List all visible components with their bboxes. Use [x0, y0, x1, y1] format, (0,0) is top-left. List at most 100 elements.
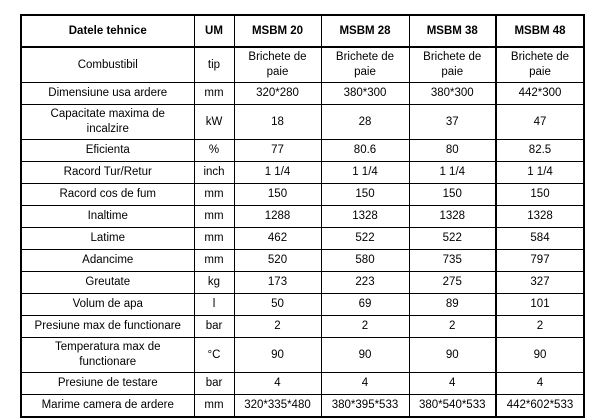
row-value: 1328	[495, 205, 585, 228]
row-value: 320*335*480	[233, 394, 322, 418]
row-value: 80	[408, 139, 497, 162]
row-value: 522	[320, 227, 410, 250]
header-msbm-20: MSBM 20	[233, 14, 322, 48]
header-msbm-48: MSBM 48	[495, 14, 585, 48]
row-value: 584	[495, 227, 585, 250]
row-label: Volum de apa	[20, 293, 195, 316]
row-unit: mm	[193, 227, 235, 250]
header-datele-tehnice: Datele tehnice	[20, 14, 195, 48]
row-unit: mm	[193, 394, 235, 418]
row-value: 1328	[320, 205, 410, 228]
table-row: Adancime mm 520 580 735 797	[20, 249, 585, 272]
row-label: Latime	[20, 227, 195, 250]
row-unit: %	[193, 139, 235, 162]
row-label: Dimensiune usa ardere	[20, 82, 195, 105]
row-value: 4	[233, 372, 322, 395]
row-value: 522	[408, 227, 497, 250]
row-value: 223	[320, 271, 410, 294]
row-value: 520	[233, 249, 322, 272]
row-value: Brichete de paie	[495, 46, 585, 83]
row-value: 797	[495, 249, 585, 272]
row-value: 442*602*533	[495, 394, 585, 418]
row-value: 1 1/4	[320, 161, 410, 184]
row-value: 80.6	[320, 139, 410, 162]
row-label: Racord Tur/Retur	[20, 161, 195, 184]
row-value: Brichete de paie	[408, 46, 497, 83]
row-unit: mm	[193, 205, 235, 228]
table-body: Combustibil tip Brichete de paie Brichet…	[20, 46, 585, 418]
row-value: 2	[233, 315, 322, 338]
row-label: Marime camera de ardere	[20, 394, 195, 418]
table-header-row: Datele tehnice UM MSBM 20 MSBM 28 MSBM 3…	[20, 14, 585, 48]
row-value: 2	[408, 315, 497, 338]
table-row: Racord cos de fum mm 150 150 150 150	[20, 183, 585, 206]
row-value: 77	[233, 139, 322, 162]
table-row: Temperatura max de functionare °C 90 90 …	[20, 337, 585, 373]
row-label: Greutate	[20, 271, 195, 294]
row-label: Inaltime	[20, 205, 195, 228]
table-row: Greutate kg 173 223 275 327	[20, 271, 585, 294]
row-unit: bar	[193, 372, 235, 395]
row-value: 50	[233, 293, 322, 316]
row-value: 380*395*533	[320, 394, 410, 418]
row-label: Presiune de testare	[20, 372, 195, 395]
row-label: Presiune max de functionare	[20, 315, 195, 338]
row-value: 90	[408, 337, 497, 373]
row-unit: l	[193, 293, 235, 316]
row-value: 735	[408, 249, 497, 272]
row-value: 442*300	[495, 82, 585, 105]
row-value: 89	[408, 293, 497, 316]
row-unit: mm	[193, 249, 235, 272]
row-value: 380*300	[408, 82, 497, 105]
table-row: Capacitate maxima de incalzire kW 18 28 …	[20, 104, 585, 140]
row-value: Brichete de paie	[320, 46, 410, 83]
row-unit: °C	[193, 337, 235, 373]
technical-data-table: Datele tehnice UM MSBM 20 MSBM 28 MSBM 3…	[20, 14, 585, 418]
row-value: 150	[320, 183, 410, 206]
table-row: Eficienta % 77 80.6 80 82.5	[20, 139, 585, 162]
row-label: Racord cos de fum	[20, 183, 195, 206]
row-unit: inch	[193, 161, 235, 184]
row-label: Capacitate maxima de incalzire	[20, 104, 195, 140]
header-um: UM	[193, 14, 235, 48]
row-label: Combustibil	[20, 46, 195, 83]
table-row: Racord Tur/Retur inch 1 1/4 1 1/4 1 1/4 …	[20, 161, 585, 184]
row-value: 82.5	[495, 139, 585, 162]
table-row: Presiune de testare bar 4 4 4 4	[20, 372, 585, 395]
row-value: 28	[320, 104, 410, 140]
table-row: Presiune max de functionare bar 2 2 2 2	[20, 315, 585, 338]
table-row: Latime mm 462 522 522 584	[20, 227, 585, 250]
row-value: 47	[495, 104, 585, 140]
row-unit: tip	[193, 46, 235, 83]
row-value: 4	[320, 372, 410, 395]
row-value: 2	[495, 315, 585, 338]
row-label: Eficienta	[20, 139, 195, 162]
row-value: 4	[495, 372, 585, 395]
row-value: 1 1/4	[408, 161, 497, 184]
row-value: 320*280	[233, 82, 322, 105]
row-value: 101	[495, 293, 585, 316]
row-label: Temperatura max de functionare	[20, 337, 195, 373]
row-value: 380*540*533	[408, 394, 497, 418]
row-value: 90	[495, 337, 585, 373]
row-label: Adancime	[20, 249, 195, 272]
row-value: 18	[233, 104, 322, 140]
table-row: Marime camera de ardere mm 320*335*480 3…	[20, 394, 585, 418]
table-row: Dimensiune usa ardere mm 320*280 380*300…	[20, 82, 585, 105]
row-value: 173	[233, 271, 322, 294]
row-unit: kW	[193, 104, 235, 140]
header-msbm-28: MSBM 28	[320, 14, 410, 48]
row-value: 1288	[233, 205, 322, 228]
header-msbm-38: MSBM 38	[408, 14, 497, 48]
row-value: Brichete de paie	[233, 46, 322, 83]
row-value: 380*300	[320, 82, 410, 105]
row-unit: kg	[193, 271, 235, 294]
row-value: 150	[233, 183, 322, 206]
table-row: Inaltime mm 1288 1328 1328 1328	[20, 205, 585, 228]
row-value: 37	[408, 104, 497, 140]
row-value: 1 1/4	[495, 161, 585, 184]
row-value: 275	[408, 271, 497, 294]
row-value: 580	[320, 249, 410, 272]
row-value: 90	[233, 337, 322, 373]
